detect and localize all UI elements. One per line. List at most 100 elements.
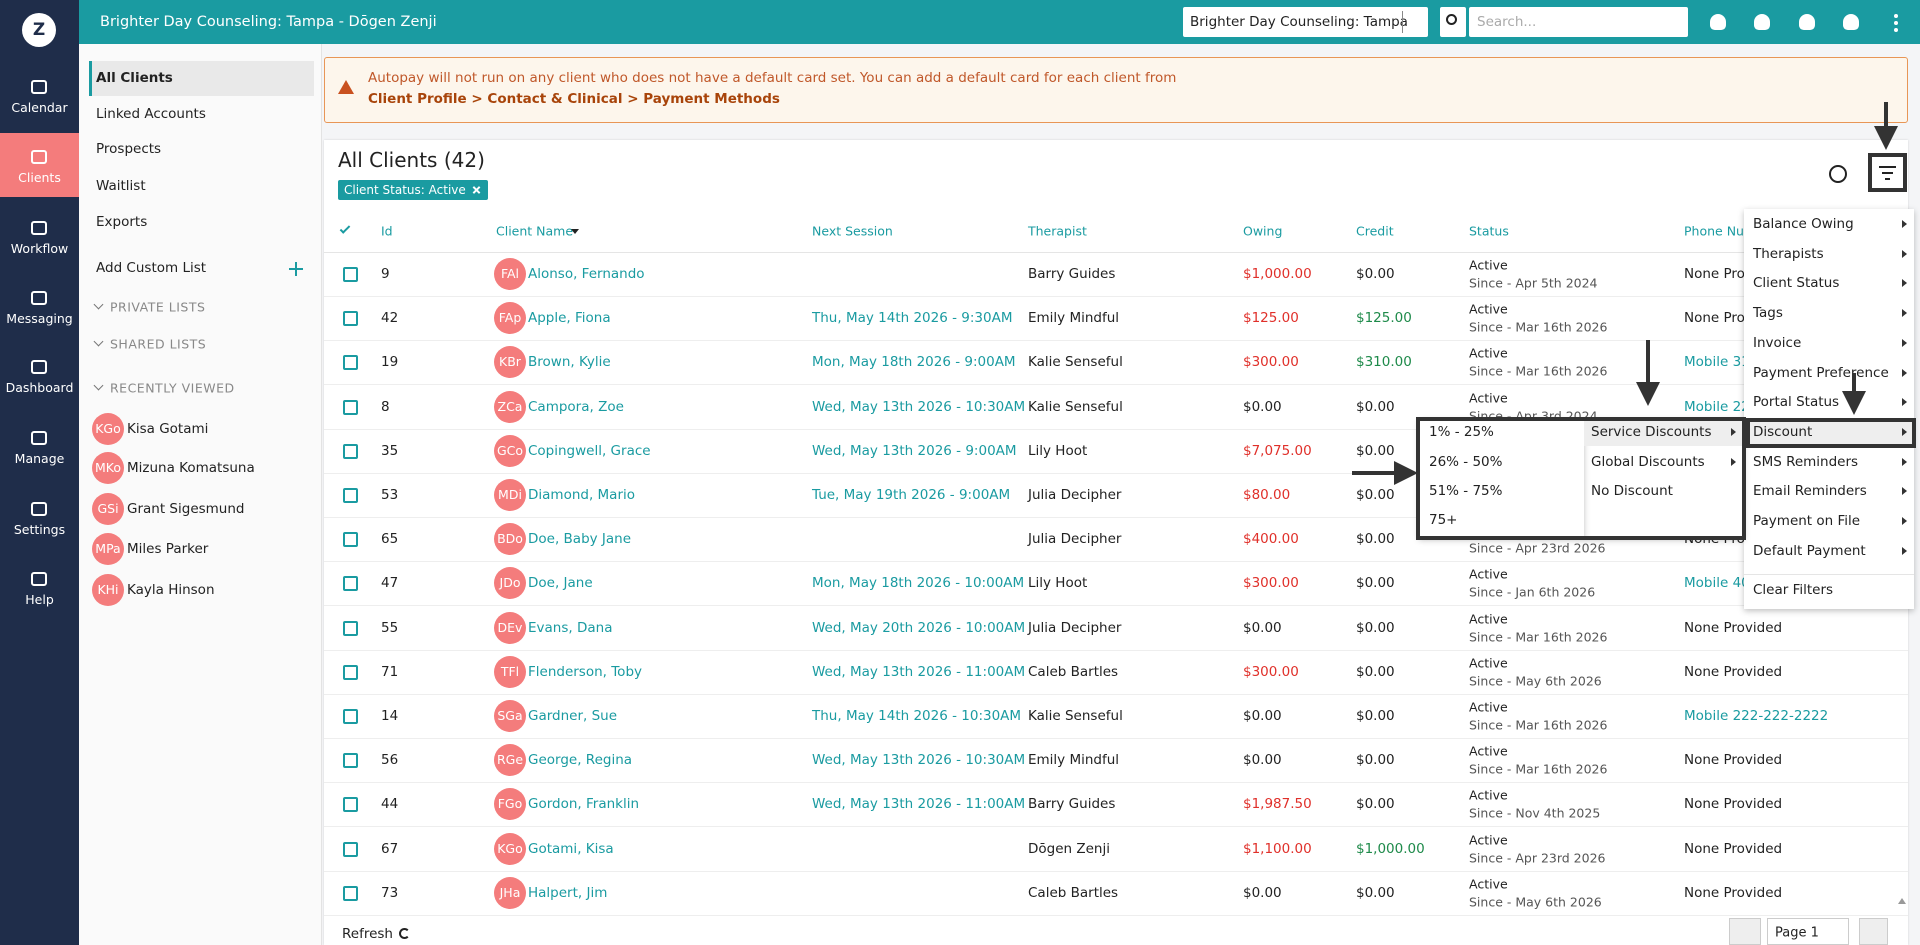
subsubmenu-item[interactable]: 1% - 25% — [1429, 424, 1494, 440]
nav-label[interactable]: Settings — [13, 522, 66, 537]
nav-icon[interactable] — [31, 150, 47, 164]
avatar[interactable]: SGa — [494, 700, 526, 732]
next-session[interactable]: Thu, May 14th 2026 - 10:30AM — [812, 708, 1022, 724]
submenu-item[interactable]: Service Discounts — [1591, 424, 1712, 440]
section-heading[interactable]: SHARED LISTS — [110, 336, 207, 352]
next-session[interactable]: Wed, May 13th 2026 - 11:00AM — [812, 663, 1026, 680]
menu-item[interactable]: Discount — [1753, 423, 1813, 440]
nav-icon[interactable] — [31, 80, 47, 94]
header-icon[interactable] — [1799, 14, 1815, 30]
nav-label[interactable]: Workflow — [10, 241, 69, 256]
client-name[interactable]: Gardner, Sue — [528, 708, 618, 724]
client-name[interactable]: Gotami, Kisa — [528, 840, 614, 857]
location-select[interactable] — [1183, 7, 1428, 37]
column-header[interactable]: Client Name — [496, 223, 574, 239]
row-checkbox[interactable] — [343, 885, 358, 901]
nav-icon[interactable] — [31, 572, 47, 586]
next-session[interactable]: Wed, May 13th 2026 - 11:00AM — [812, 796, 1026, 813]
nav-icon[interactable] — [31, 221, 47, 235]
refresh[interactable]: Refresh — [342, 926, 393, 942]
avatar[interactable]: FAp — [494, 302, 526, 335]
client-name[interactable]: Diamond, Mario — [528, 487, 636, 503]
avatar[interactable]: TFl — [494, 655, 526, 688]
menu-item[interactable]: Email Reminders — [1753, 483, 1867, 500]
subnav-item[interactable]: Exports — [96, 214, 148, 230]
row-checkbox[interactable] — [343, 443, 358, 459]
row-checkbox[interactable] — [343, 797, 358, 813]
row-checkbox[interactable] — [343, 841, 358, 857]
next-session[interactable]: Wed, May 13th 2026 - 10:30AM — [812, 752, 1026, 769]
nav-label[interactable]: Calendar — [11, 100, 68, 115]
subsubmenu-item[interactable]: 26% - 50% — [1429, 454, 1503, 470]
recent-client[interactable]: Miles Parker — [127, 541, 209, 557]
row-checkbox[interactable] — [343, 311, 358, 327]
menu-item[interactable]: Clear Filters — [1753, 582, 1834, 598]
menu-item[interactable]: Payment on File — [1753, 513, 1861, 529]
row-checkbox[interactable] — [343, 267, 358, 282]
menu-item[interactable]: Payment Preference — [1753, 364, 1889, 381]
menu-item[interactable]: Tags — [1753, 305, 1783, 322]
avatar[interactable]: DEv — [494, 611, 526, 644]
prev-page[interactable] — [1729, 918, 1761, 945]
nav-label[interactable]: Dashboard — [5, 380, 74, 395]
menu-item[interactable]: Default Payment — [1753, 542, 1866, 559]
next-session[interactable]: Thu, May 14th 2026 - 9:30AM — [812, 310, 1013, 327]
avatar[interactable]: MKo — [92, 452, 124, 484]
page-select[interactable] — [1767, 918, 1849, 945]
client-name[interactable]: Copingwell, Grace — [528, 442, 651, 459]
client-name[interactable]: Evans, Dana — [528, 619, 613, 636]
filter-chip[interactable] — [338, 180, 488, 200]
avatar[interactable]: JHa — [494, 876, 526, 909]
next-session[interactable]: Wed, May 13th 2026 - 10:30AM — [812, 398, 1026, 415]
row-checkbox[interactable] — [343, 664, 358, 680]
avatar[interactable]: KBr — [494, 346, 526, 379]
client-name[interactable]: Apple, Fiona — [528, 310, 611, 327]
avatar[interactable]: KGo — [494, 832, 526, 865]
row-checkbox[interactable] — [343, 576, 358, 592]
nav-label[interactable]: Clients — [18, 170, 61, 185]
section-heading[interactable]: RECENTLY VIEWED — [110, 380, 235, 396]
search-input[interactable] — [1469, 7, 1688, 37]
next-session[interactable]: Tue, May 19th 2026 - 9:00AM — [812, 487, 1011, 503]
column-header[interactable]: Id — [381, 223, 393, 239]
row-checkbox[interactable] — [343, 355, 358, 371]
row-checkbox[interactable] — [343, 709, 358, 724]
client-name[interactable]: Halpert, Jim — [528, 884, 608, 901]
submenu-item[interactable]: No Discount — [1591, 483, 1673, 499]
avatar[interactable]: BDo — [494, 523, 526, 556]
recent-client[interactable]: Kayla Hinson — [127, 582, 215, 598]
menu-item[interactable]: Balance Owing — [1753, 216, 1854, 232]
avatar[interactable]: RGe — [494, 744, 526, 777]
subnav-item[interactable]: Linked Accounts — [96, 106, 206, 122]
next-session[interactable]: Wed, May 20th 2026 - 10:00AM — [812, 619, 1026, 636]
alert-link[interactable]: Client Profile > Contact & Clinical > Pa… — [368, 91, 780, 107]
column-header[interactable]: Credit — [1356, 223, 1394, 239]
avatar[interactable]: ZCa — [494, 390, 526, 423]
recent-client[interactable]: Grant Sigesmund — [127, 501, 245, 517]
avatar[interactable]: GCo — [494, 434, 526, 467]
client-name[interactable]: Campora, Zoe — [528, 398, 624, 415]
subsubmenu-item[interactable]: 75+ — [1429, 512, 1458, 528]
client-name[interactable]: George, Regina — [528, 752, 633, 769]
row-checkbox[interactable] — [343, 753, 358, 769]
client-name[interactable]: Gordon, Franklin — [528, 796, 640, 813]
submenu-item[interactable]: Global Discounts — [1591, 454, 1705, 470]
subnav-item[interactable]: All Clients — [96, 70, 173, 86]
nav-icon[interactable] — [31, 502, 47, 516]
client-name[interactable]: Brown, Kylie — [528, 354, 611, 371]
row-checkbox[interactable] — [343, 532, 358, 548]
nav-label[interactable]: Manage — [14, 451, 65, 466]
column-header[interactable]: Therapist — [1028, 223, 1087, 239]
avatar[interactable]: GSi — [92, 493, 124, 525]
recent-client[interactable]: Kisa Gotami — [127, 421, 209, 437]
next-session[interactable]: Wed, May 13th 2026 - 9:00AM — [812, 442, 1017, 459]
menu-item[interactable]: Client Status — [1753, 275, 1840, 292]
header-icon[interactable] — [1754, 14, 1770, 30]
next-page[interactable] — [1859, 918, 1888, 945]
avatar[interactable]: KHi — [92, 574, 124, 606]
header-icon[interactable] — [1710, 14, 1726, 30]
add-custom-list[interactable]: Add Custom List — [96, 260, 207, 276]
next-session[interactable]: Mon, May 18th 2026 - 9:00AM — [812, 354, 1016, 371]
row-checkbox[interactable] — [343, 620, 358, 636]
recent-client[interactable]: Mizuna Komatsuna — [127, 460, 255, 476]
